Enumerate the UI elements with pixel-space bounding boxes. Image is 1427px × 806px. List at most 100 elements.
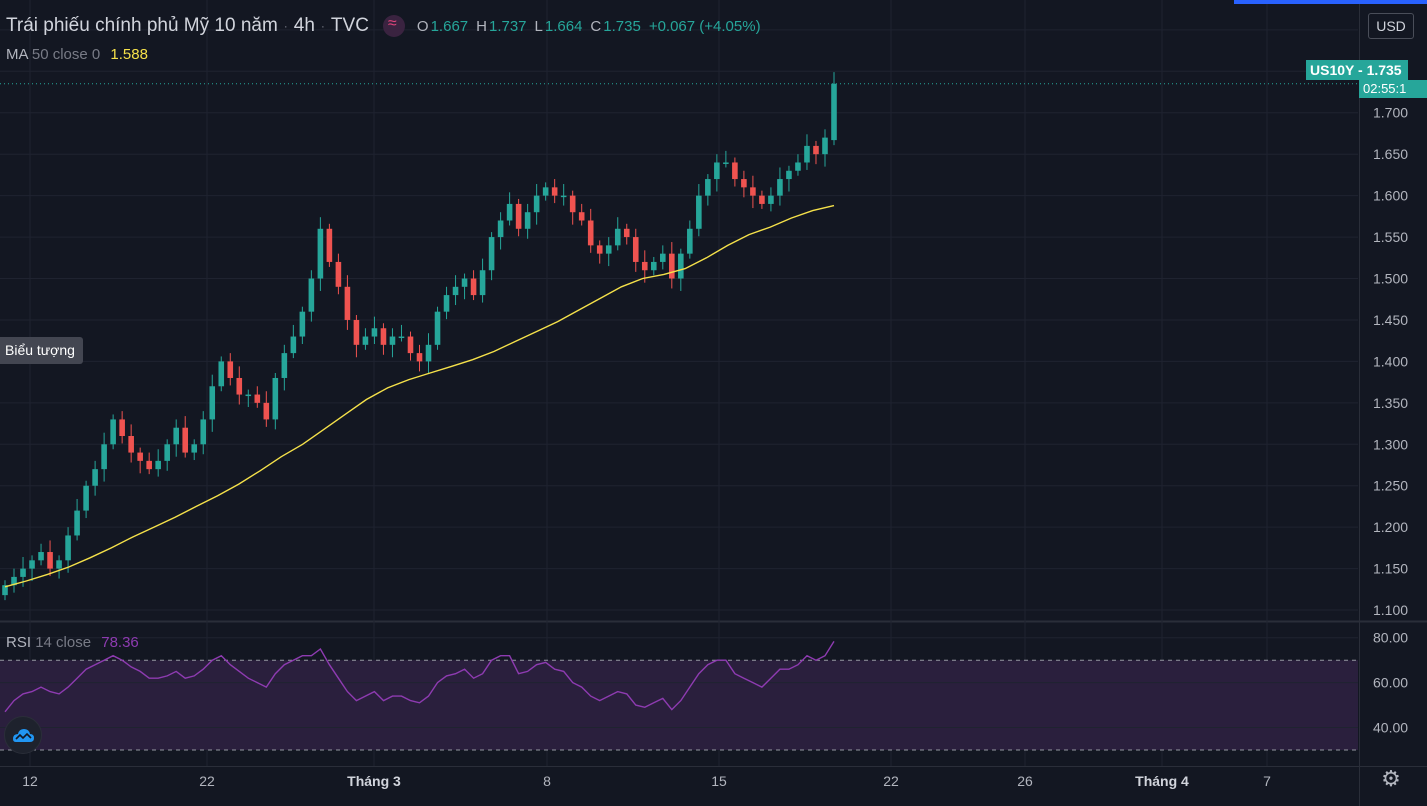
candle-body (786, 170, 792, 180)
candle-body (146, 460, 152, 470)
open-label: O (416, 17, 429, 35)
candle-body (542, 187, 549, 196)
candle-body (687, 228, 693, 254)
candle-body (497, 220, 504, 238)
candle-body (759, 195, 765, 204)
time-tick-label: 7 (1263, 773, 1271, 789)
price-tick-label: 1.650 (1373, 146, 1408, 162)
candle-body (326, 228, 333, 262)
ma-name: MA (6, 46, 28, 63)
close-label: C (590, 17, 602, 35)
price-tick-label: 1.450 (1373, 312, 1408, 328)
candle-body (452, 286, 459, 296)
candle-body (741, 179, 747, 188)
candle-body (777, 179, 783, 196)
candle-body (551, 187, 558, 196)
price-tick-label: 1.150 (1373, 561, 1408, 577)
time-tick-label: Tháng 3 (347, 773, 401, 789)
candle-body (128, 435, 134, 453)
rsi-line (4, 641, 835, 713)
candle-body (596, 245, 603, 254)
header-separator: · (283, 19, 288, 33)
high-label: H (476, 17, 487, 35)
candle-body (470, 278, 477, 296)
candle-body (443, 295, 450, 312)
ohlc-values: O 1.667 H 1.737 L 1.664 C 1.735 +0.067 (+4.0… (417, 18, 761, 35)
ma-line (4, 204, 835, 588)
candle-body (669, 253, 675, 279)
header-separator: · (320, 19, 325, 33)
rsi-tick-label: 80.00 (1373, 630, 1408, 646)
candle-body (425, 344, 432, 362)
cloud-icon (13, 729, 34, 742)
candle-body (650, 261, 657, 271)
candle-body (407, 336, 414, 354)
candle-body (569, 195, 576, 213)
candle-body (380, 328, 387, 345)
interval-label[interactable]: 4h (293, 15, 315, 36)
candle-body (65, 535, 71, 561)
settings-gear-icon[interactable]: ⚙ (1381, 766, 1401, 791)
candle-body (245, 394, 252, 397)
candle-body (461, 278, 468, 287)
candle-body (218, 361, 225, 387)
candle-body (506, 203, 513, 221)
candle-body (191, 444, 198, 453)
candle-body (434, 311, 441, 345)
candle-body (11, 576, 17, 586)
currency-button[interactable]: USD (1368, 13, 1414, 39)
time-tick-label: 15 (711, 773, 727, 789)
candle-body (371, 328, 378, 337)
candle-body (768, 195, 774, 204)
candle-body (488, 237, 495, 271)
candle-body (236, 377, 243, 395)
candle-body (272, 377, 279, 420)
chart-header: Trái phiếu chính phủ Mỹ 10 năm · 4h · TV… (6, 13, 761, 39)
price-tick-label: 1.300 (1373, 436, 1408, 452)
top-accent-bar (1234, 0, 1427, 4)
time-tick-label: 26 (1017, 773, 1033, 789)
candle-body (299, 311, 306, 337)
candle-body (623, 228, 630, 238)
candle-body (74, 510, 80, 536)
candle-body (29, 560, 35, 569)
rsi-legend[interactable]: RSI 14 close 78.36 (6, 634, 139, 651)
candle-body (678, 253, 684, 279)
candle-body (732, 162, 738, 180)
rsi-tick-label: 40.00 (1373, 720, 1408, 736)
candle-body (344, 286, 351, 320)
candle-body (209, 386, 216, 420)
candle-body (795, 162, 801, 171)
candle-body (723, 162, 729, 164)
candle-body (714, 162, 720, 180)
price-tick-label: 1.400 (1373, 353, 1408, 369)
candle-body (632, 237, 639, 262)
ma-params: 50 close 0 (31, 46, 101, 63)
candle-body (335, 261, 342, 287)
ma-value: 1.588 (110, 46, 148, 63)
candle-body (173, 427, 179, 445)
low-value: 1.664 (544, 17, 583, 35)
price-tick-label: 1.500 (1373, 271, 1408, 287)
candle-body (317, 228, 324, 279)
candle-body (524, 212, 531, 229)
candle-body (83, 485, 89, 511)
candle-body (155, 460, 161, 470)
candle-body (578, 212, 585, 221)
candle-body (605, 245, 612, 254)
candle-body (2, 585, 8, 596)
exchange-logo-icon (382, 15, 405, 37)
ma-legend[interactable]: MA 50 close 0 1.588 (6, 46, 148, 63)
symbol-name[interactable]: Trái phiếu chính phủ Mỹ 10 năm (6, 15, 278, 36)
candle-body (560, 195, 567, 198)
tradingview-logo-icon[interactable] (4, 716, 42, 754)
candle-body (92, 469, 98, 486)
change-value: +0.067 (+4.05%) (648, 17, 761, 35)
time-tick-label: 22 (883, 773, 899, 789)
candle-body (362, 336, 369, 345)
low-label: L (534, 17, 543, 35)
time-tick-label: 12 (22, 773, 38, 789)
rsi-params: 14 close (35, 634, 92, 651)
bar-countdown: 02:55:1 (1359, 80, 1427, 98)
